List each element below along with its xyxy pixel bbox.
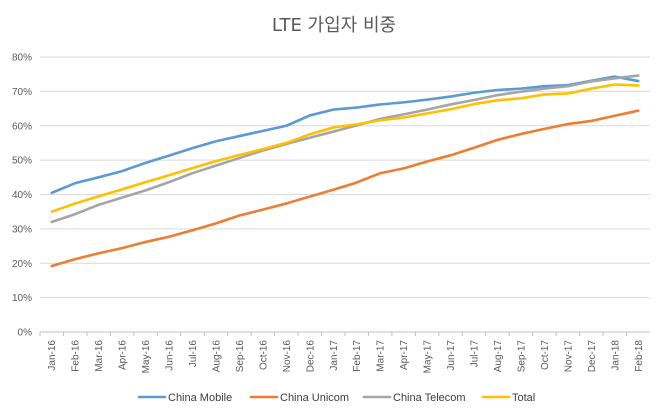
x-axis-ticks: Jan-16 Feb-16 Mar-16 Apr-16 May-16 Jun-16 Jul-… [39, 332, 645, 374]
y-tick-label: 10% [12, 293, 32, 304]
legend-item: Total [481, 392, 535, 404]
series-line-china-mobile [50, 75, 640, 195]
legend-item: China Unicom [249, 392, 349, 404]
y-tick-label: 80% [12, 53, 32, 64]
legend-label: China Telecom [393, 392, 466, 404]
x-tick-label: Jan-18 [610, 340, 621, 371]
y-tick-label: 40% [12, 190, 32, 201]
x-tick-label: Sep-16 [235, 340, 246, 373]
series-line-total [50, 83, 640, 213]
series-lines [50, 74, 640, 268]
x-tick-label: May-16 [141, 340, 152, 374]
x-tick-label: Apr-16 [118, 340, 129, 370]
x-tick-label: Feb-16 [71, 340, 82, 372]
y-axis-ticks: 0% 10% 20% 30% 40% 50% 60% 70% 80% [12, 53, 32, 339]
x-tick-label: Jul-16 [188, 340, 199, 368]
series-line-china-unicom [50, 109, 640, 268]
legend-item: China Telecom [362, 392, 466, 404]
legend-label: China Unicom [280, 392, 349, 404]
chart-title: LTE 가입자 비중 [272, 15, 396, 36]
x-tick-label: Dec-16 [305, 340, 316, 373]
x-tick-label: Dec-17 [587, 340, 598, 373]
x-tick-label: Oct-16 [258, 340, 269, 370]
x-tick-label: Nov-17 [563, 340, 574, 373]
legend-label: China Mobile [168, 392, 232, 404]
y-tick-label: 70% [12, 87, 32, 98]
x-tick-label: May-17 [423, 340, 434, 374]
legend-label: Total [512, 392, 535, 404]
x-tick-label: Mar-16 [94, 340, 105, 372]
x-tick-label: Oct-17 [540, 340, 551, 370]
x-tick-label: Jul-17 [470, 340, 481, 368]
legend: China Mobile China Unicom China Telecom Tot… [137, 392, 535, 404]
x-tick-label: Nov-16 [282, 340, 293, 373]
x-tick-label: Sep-17 [516, 340, 527, 373]
y-tick-label: 60% [12, 121, 32, 132]
gridlines [40, 56, 650, 333]
x-tick-label: Aug-16 [211, 340, 222, 373]
y-tick-label: 20% [12, 259, 32, 270]
x-tick-label: Aug-17 [493, 340, 504, 373]
x-tick-label: Feb-18 [634, 340, 645, 372]
x-tick-label: Jan-16 [47, 340, 58, 371]
y-tick-label: 30% [12, 224, 32, 235]
x-tick-label: Mar-17 [376, 340, 387, 372]
x-tick-label: Jun-16 [165, 340, 176, 371]
x-tick-label: Apr-17 [399, 340, 410, 370]
y-tick-label: 0% [18, 328, 33, 339]
x-tick-label: Jan-17 [329, 340, 340, 371]
legend-item: China Mobile [137, 392, 232, 404]
x-tick-label: Jun-17 [446, 340, 457, 371]
series-line-china-telecom [50, 74, 640, 224]
y-tick-label: 50% [12, 156, 32, 167]
x-tick-label: Feb-17 [352, 340, 363, 372]
